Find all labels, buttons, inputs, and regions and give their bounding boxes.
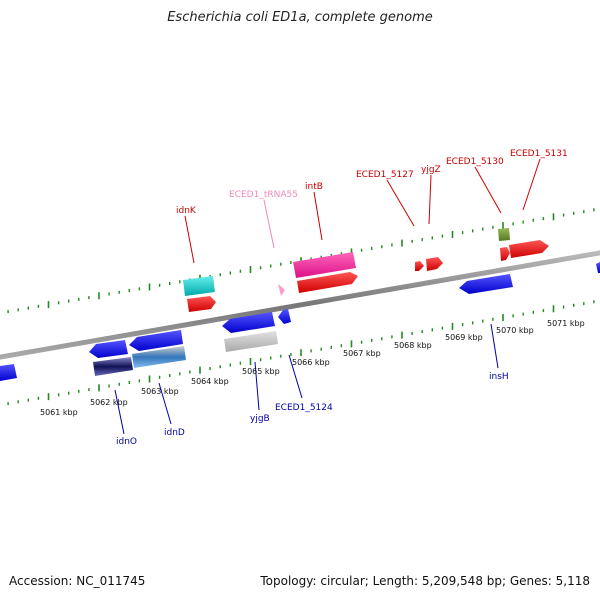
gene-right-edge (596, 262, 600, 273)
kbp-label: 5065 kbp (242, 367, 280, 376)
kbp-label: 5063 kbp (141, 387, 179, 396)
gene-label-idnD: idnD (164, 428, 185, 438)
gene-insH (459, 274, 513, 294)
gene-ECED1_5130 (500, 247, 510, 261)
reverse-tick-track (7, 300, 595, 406)
kbp-label: 5069 kbp (445, 333, 483, 342)
gene-label-ECED1_5127: ECED1_5127 (356, 170, 414, 180)
gene-label-yjgZ: yjgZ (421, 165, 441, 175)
kbp-label: 5062 kbp (90, 398, 128, 407)
kbp-label: 5071 kbp (547, 319, 585, 328)
gene-intB-magenta (293, 252, 356, 278)
gene-idnO-blue (89, 340, 128, 358)
kbp-label: 5070 kbp (496, 326, 534, 335)
gene-ECED1_5131 (509, 240, 549, 258)
forward-gene-labels: idnK ECED1_tRNA55 intB ECED1_5127 yjgZ E… (176, 149, 568, 264)
gene-label-intB: intB (305, 182, 323, 192)
reverse-features (0, 262, 600, 381)
accession-text: Accession: NC_011745 (9, 574, 146, 588)
kbp-label: 5067 kbp (343, 349, 381, 358)
gene-idnD (132, 346, 186, 368)
gene-ECED1_5124 (278, 309, 291, 324)
gene-ECED1_5127 (415, 261, 424, 271)
gene-idnD-blue (129, 330, 183, 351)
gene-ECED1_5130-olive (498, 228, 510, 241)
gene-label-ECED1_5131: ECED1_5131 (510, 149, 568, 159)
kbp-labels: 5061 kbp 5062 kbp 5063 kbp 5064 kbp 5065… (40, 319, 585, 417)
gene-label-ECED1_tRNA55: ECED1_tRNA55 (229, 190, 298, 200)
genome-summary-text: Topology: circular; Length: 5,209,548 bp… (260, 574, 590, 588)
gene-label-idnO: idnO (116, 437, 137, 447)
kbp-label: 5064 kbp (191, 377, 229, 386)
gene-idnO (93, 357, 133, 376)
trna-ECED1_tRNA55 (278, 284, 285, 296)
kbp-label: 5068 kbp (394, 341, 432, 350)
gene-intB (297, 272, 358, 293)
gene-idnK (187, 296, 216, 312)
gene-idnK-cyan (183, 276, 215, 296)
forward-tick-track (7, 208, 595, 314)
gene-yjgB-blue (222, 312, 275, 333)
reverse-gene-labels: idnO idnD yjgB ECED1_5124 insH (114, 323, 509, 447)
gene-label-insH: insH (489, 372, 509, 382)
gene-yjgZ (426, 257, 443, 271)
gene-label-ECED1_5130: ECED1_5130 (446, 157, 504, 167)
gene-label-idnK: idnK (176, 206, 197, 216)
gene-left-edge (0, 364, 17, 381)
gene-label-yjgB: yjgB (250, 414, 270, 424)
gene-yjgB (224, 331, 278, 352)
forward-features (183, 228, 549, 312)
kbp-label: 5066 kbp (292, 358, 330, 367)
genome-backbone (0, 250, 600, 360)
gene-label-ECED1_5124: ECED1_5124 (275, 403, 333, 413)
genome-title: Escherichia coli ED1a, complete genome (167, 10, 433, 25)
kbp-label: 5061 kbp (40, 408, 78, 417)
